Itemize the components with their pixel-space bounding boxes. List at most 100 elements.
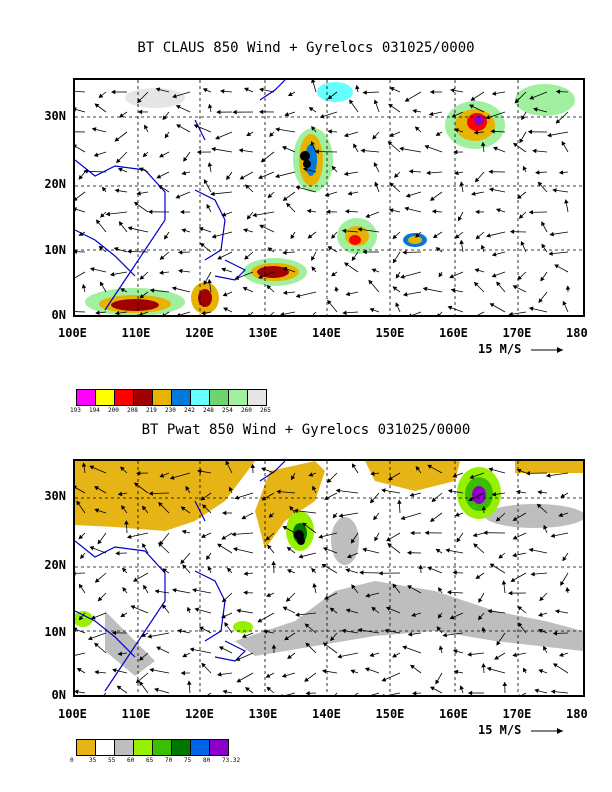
wind-vector-head bbox=[452, 570, 457, 575]
colorbar-tick-label: 254 bbox=[222, 407, 233, 414]
wind-vector-head bbox=[282, 266, 288, 272]
wind-vector-head bbox=[362, 547, 367, 553]
wind-vector-head bbox=[560, 581, 565, 586]
colorbar-swatch bbox=[76, 389, 96, 406]
wind-vector bbox=[285, 692, 296, 695]
wind-vector-head bbox=[75, 107, 77, 112]
wind-vector-head bbox=[200, 242, 205, 248]
wind-vector-head bbox=[510, 577, 516, 582]
wind-vector-head bbox=[488, 169, 493, 175]
wind-vector-head bbox=[392, 653, 397, 658]
wind-vector-head bbox=[459, 239, 464, 245]
wind-vector-head bbox=[459, 685, 464, 690]
colorbar-swatch bbox=[247, 389, 267, 406]
wind-vector-head bbox=[120, 288, 125, 293]
wind-vector bbox=[75, 652, 86, 656]
wind-vector-head bbox=[552, 631, 558, 636]
wind-vector-head bbox=[248, 313, 251, 315]
wind-vector-head bbox=[258, 274, 263, 279]
wind-vector bbox=[294, 510, 317, 514]
wind-vector-head bbox=[89, 465, 95, 470]
colorbar-swatch bbox=[76, 739, 96, 756]
wind-vector-head bbox=[496, 640, 501, 646]
wind-vector-head bbox=[538, 628, 543, 634]
wind-vector-head bbox=[169, 475, 175, 480]
wind-vector-head bbox=[512, 552, 517, 558]
colorbar-swatch bbox=[133, 389, 153, 406]
wind-vector-head bbox=[397, 499, 402, 504]
wind-vector-head bbox=[203, 280, 208, 286]
wind-vector-head bbox=[243, 590, 248, 595]
vector-scale-label: 15 M/S bbox=[478, 342, 569, 356]
wind-vector-head bbox=[226, 567, 232, 573]
wind-vector-head bbox=[345, 291, 351, 297]
wind-vector-head bbox=[177, 628, 182, 634]
wind-vector-head bbox=[387, 543, 392, 548]
colorbar-tick-label: 55 bbox=[108, 757, 116, 764]
wind-vector-head bbox=[234, 275, 240, 280]
wind-vector-head bbox=[392, 286, 398, 291]
lon-label: 150E bbox=[375, 707, 405, 721]
wind-vector-head bbox=[235, 656, 241, 661]
wind-vector-head bbox=[422, 286, 428, 292]
wind-vector-head bbox=[181, 228, 187, 233]
wind-vector-head bbox=[389, 132, 395, 137]
wind-vector-head bbox=[427, 566, 432, 571]
wind-vector-head bbox=[268, 513, 274, 518]
wind-vector-head bbox=[102, 186, 107, 192]
wind-vector-head bbox=[271, 644, 277, 649]
wind-vector-head bbox=[523, 667, 528, 673]
wind-vector-head bbox=[171, 286, 177, 291]
wind-vector-head bbox=[481, 663, 486, 668]
wind-vector-head bbox=[528, 210, 534, 215]
wind-vector-head bbox=[78, 175, 84, 180]
wind-vector-head bbox=[120, 612, 126, 618]
wind-vector-head bbox=[438, 587, 443, 592]
vector-scale-text: 15 M/S bbox=[478, 723, 522, 737]
colorbar-swatch bbox=[114, 739, 134, 756]
wind-vector-head bbox=[113, 246, 119, 252]
wind-vector-head bbox=[243, 228, 248, 233]
wind-vector-head bbox=[389, 182, 395, 188]
wind-vector-head bbox=[94, 669, 99, 675]
wind-vector-head bbox=[412, 108, 417, 114]
wind-vector-head bbox=[346, 553, 352, 559]
wind-vector-head bbox=[475, 234, 481, 240]
wind-vector-head bbox=[325, 209, 331, 215]
colorbar-tick-label: 208 bbox=[127, 407, 138, 414]
wind-vector-head bbox=[331, 234, 336, 239]
coastline bbox=[75, 80, 286, 311]
wind-vector-head bbox=[295, 185, 301, 190]
wind-vector-head bbox=[388, 103, 393, 109]
wind-vector-head bbox=[491, 252, 497, 257]
wind-vector-head bbox=[472, 532, 478, 538]
colorbar-swatch bbox=[152, 739, 172, 756]
wind-vector-head bbox=[121, 567, 127, 573]
wind-vector-head bbox=[194, 607, 200, 612]
wind-vector-head bbox=[405, 193, 411, 198]
wind-vector-head bbox=[117, 491, 123, 497]
wind-vector-head bbox=[430, 686, 435, 691]
wind-vector-head bbox=[133, 201, 139, 207]
wind-vector-head bbox=[344, 209, 350, 214]
wind-vector-head bbox=[282, 290, 288, 296]
wind-vector-head bbox=[311, 80, 316, 84]
wind-vector-head bbox=[450, 88, 455, 93]
wind-vector-head bbox=[343, 171, 349, 176]
wind-vector-head bbox=[527, 129, 533, 135]
wind-vector-head bbox=[351, 256, 357, 261]
wind-vector-head bbox=[435, 131, 441, 136]
wind-vector-head bbox=[197, 469, 202, 474]
lat-label: 20N bbox=[44, 177, 66, 191]
wind-vector-head bbox=[512, 652, 517, 658]
wind-vector-head bbox=[407, 632, 413, 637]
wind-vector-head bbox=[245, 687, 250, 692]
wind-vector-head bbox=[180, 670, 186, 676]
wind-vector-head bbox=[311, 256, 316, 261]
wind-vector-head bbox=[141, 632, 146, 637]
wind-vector-head bbox=[357, 227, 363, 232]
wind-vector-head bbox=[512, 285, 518, 290]
wind-vector-head bbox=[373, 515, 378, 521]
wind-vector-head bbox=[94, 642, 99, 648]
wind-vector bbox=[370, 692, 380, 695]
